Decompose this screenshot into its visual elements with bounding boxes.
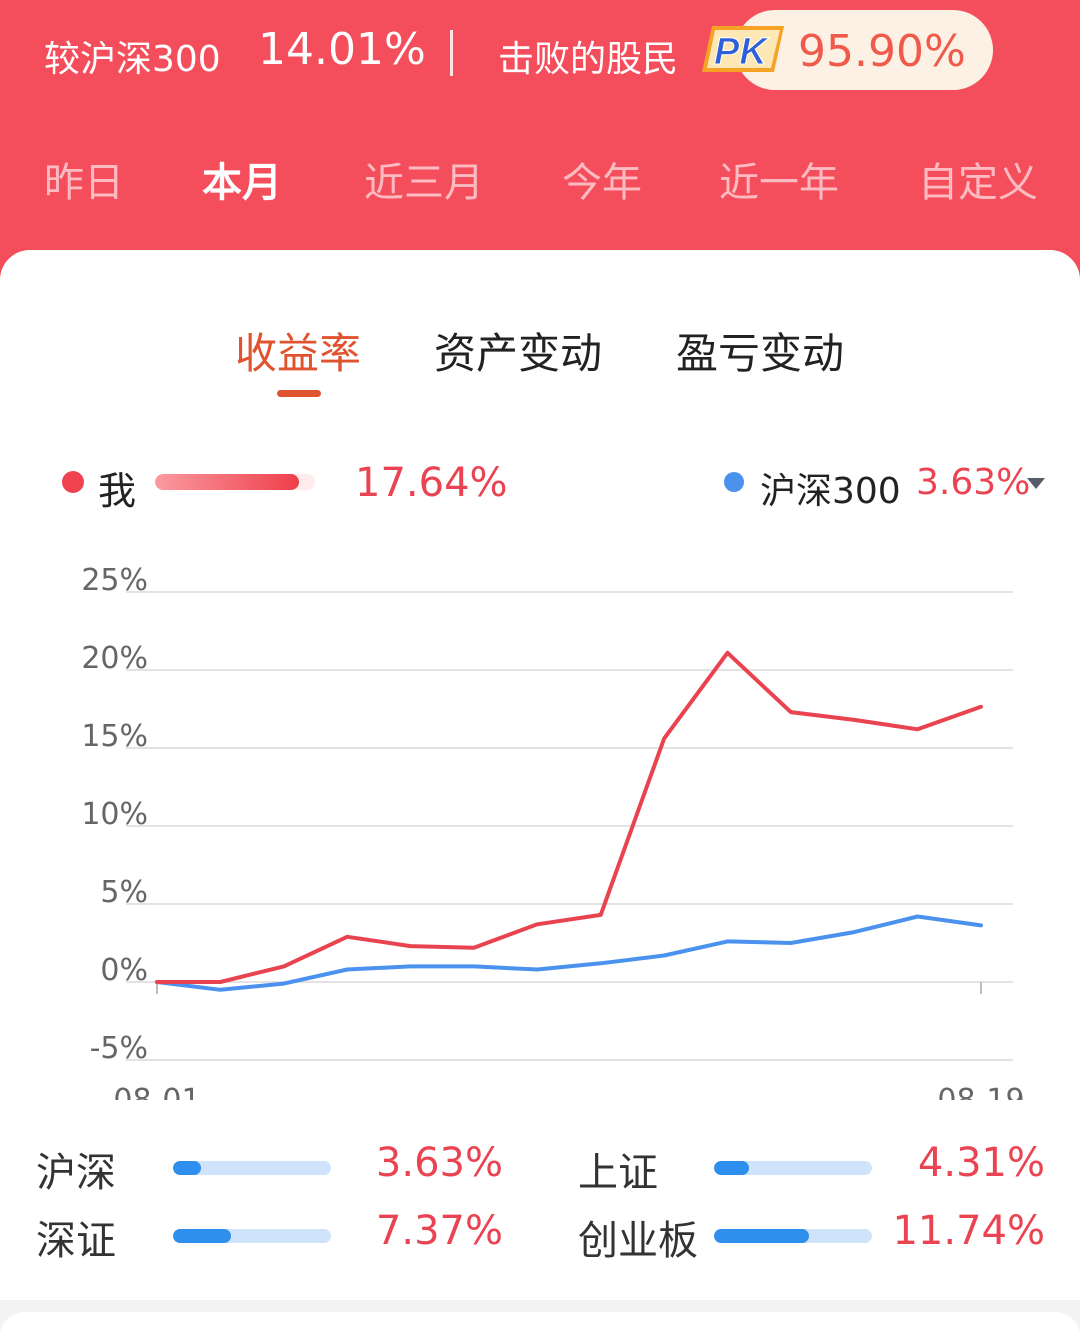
beat-label: 击败的股民 <box>498 39 679 80</box>
y-tick-label: -5% <box>90 1031 148 1066</box>
x-tick-label: 08-01 <box>113 1083 200 1100</box>
index-bar-fill-cyb <box>714 1229 809 1243</box>
tab-yesterday[interactable]: 昨日 <box>44 160 124 206</box>
tab-custom[interactable]: 自定义 <box>918 160 1038 206</box>
return-rate-chart: 25% 20% 15% 10% 5% 0% -5% 08-01 08-19 <box>81 563 1024 1100</box>
tab-three-months[interactable]: 近三月 <box>364 160 484 206</box>
index-row: 沪深 3.63% 上证 4.31% <box>0 1140 1080 1200</box>
y-tick-label: 5% <box>100 875 148 910</box>
legend-me-value: 17.64% <box>355 460 508 506</box>
index-name-hs: 沪深 <box>36 1150 116 1196</box>
stat-bar: 较沪深300 14.01% 击败的股民 PK 95.90% <box>0 0 1080 110</box>
y-tick-label: 15% <box>81 719 148 754</box>
pk-logo-icon[interactable]: PK <box>700 22 786 76</box>
index-bar-fill-sh <box>714 1161 749 1175</box>
y-tick-label: 25% <box>81 563 148 598</box>
index-value-sz: 7.37% <box>375 1208 503 1254</box>
compare-value: 14.01% <box>258 24 426 75</box>
index-row: 深证 7.37% 创业板 11.74% <box>0 1208 1080 1268</box>
index-bar-fill-sz <box>173 1229 232 1243</box>
legend-me-bar-fill <box>155 474 299 490</box>
y-tick-label: 0% <box>100 953 148 988</box>
x-tick-label: 08-19 <box>937 1083 1024 1100</box>
index-value-hs: 3.63% <box>375 1140 503 1186</box>
tab-return-rate[interactable]: 收益率 <box>235 329 362 378</box>
pk-logo-text: PK <box>714 31 769 73</box>
index-bar-sz <box>173 1229 331 1243</box>
index-bar-fill-hs <box>173 1161 202 1175</box>
index-value-sh: 4.31% <box>917 1140 1045 1186</box>
tab-this-year[interactable]: 今年 <box>562 160 642 206</box>
index-bar-cyb <box>714 1229 872 1243</box>
divider <box>450 30 453 76</box>
sub-tabs: 收益率 资产变动 盈亏变动 <box>0 320 1080 380</box>
index-name-cyb: 创业板 <box>578 1218 698 1264</box>
y-tick-label: 20% <box>81 641 148 676</box>
legend-index-dot <box>724 472 744 492</box>
index-name-sz: 深证 <box>36 1218 116 1264</box>
chart-card <box>0 250 1080 1300</box>
tab-asset-change[interactable]: 资产变动 <box>434 329 603 378</box>
tab-one-year[interactable]: 近一年 <box>719 160 839 206</box>
tab-profit-loss[interactable]: 盈亏变动 <box>676 329 845 378</box>
legend-index-label[interactable]: 沪深300 <box>760 471 901 512</box>
active-tab-indicator <box>277 390 321 397</box>
index-bar-hs <box>173 1161 331 1175</box>
index-bar-sh <box>714 1161 872 1175</box>
index-value-cyb: 11.74% <box>892 1208 1045 1254</box>
legend-me-dot <box>62 471 84 493</box>
tab-this-month[interactable]: 本月 <box>202 160 282 206</box>
next-card <box>0 1312 1080 1340</box>
legend-me-label: 我 <box>98 469 137 513</box>
index-name-sh: 上证 <box>578 1150 658 1196</box>
legend-me-bar <box>155 474 315 490</box>
series-line <box>155 650 983 984</box>
beat-value: 95.90% <box>798 26 966 77</box>
period-tabs: 昨日 本月 近三月 今年 近一年 自定义 <box>0 150 1080 214</box>
legend-index-value[interactable]: 3.63% <box>916 462 1031 503</box>
dropdown-caret-icon[interactable] <box>1027 478 1045 489</box>
compare-label: 较沪深300 <box>44 39 221 80</box>
series-line <box>155 914 983 992</box>
y-tick-label: 10% <box>81 797 148 832</box>
